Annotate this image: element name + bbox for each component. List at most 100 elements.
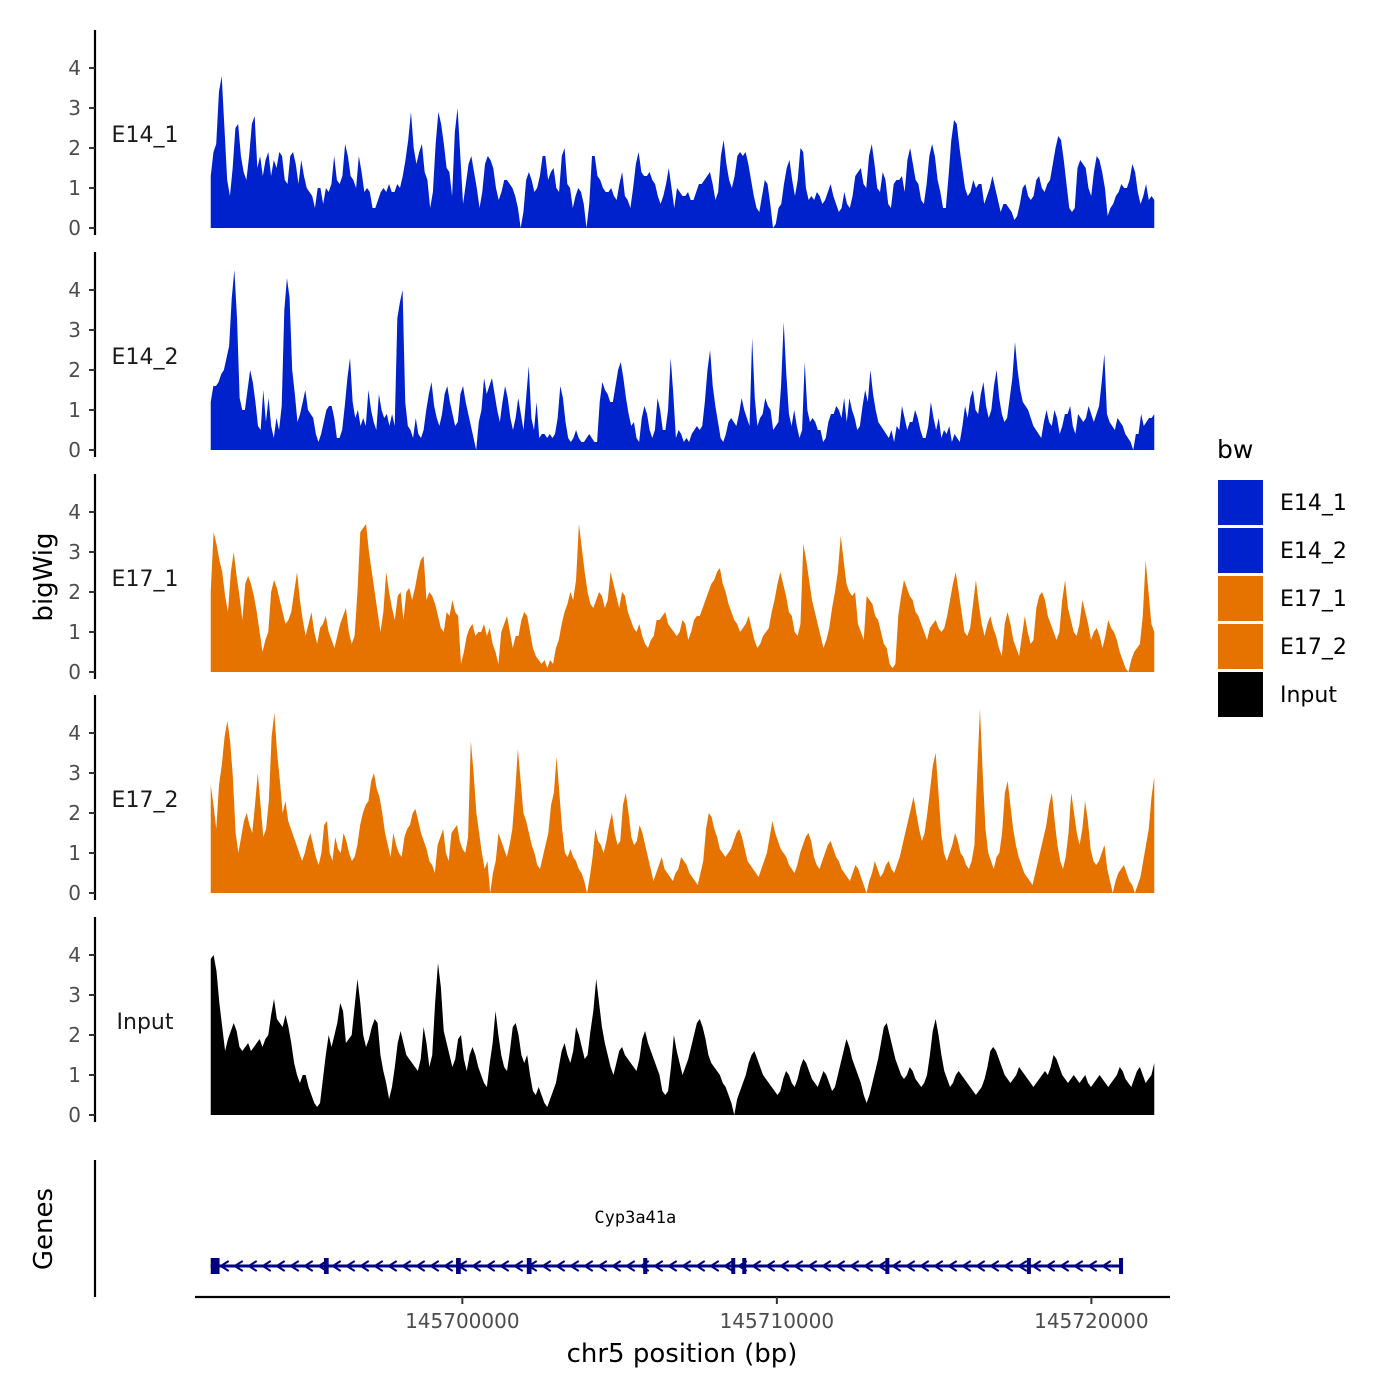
gene-panel-label: Genes bbox=[29, 1188, 59, 1270]
legend-label: E14_1 bbox=[1280, 491, 1347, 516]
exon bbox=[643, 1258, 648, 1274]
track-E14_1: 0 1 2 3 4 E14_1 bbox=[68, 30, 1155, 240]
signal-tracks: 0 1 2 3 4 E14_1 0 1 2 3 4 E14_2 0 1 2 3 4 E17_1 0 1 2 3 4 E17_2… bbox=[68, 30, 1155, 1127]
exon bbox=[1026, 1258, 1031, 1274]
strand-arrow bbox=[890, 1260, 902, 1272]
strand-arrow bbox=[764, 1260, 776, 1272]
signal-area-E14_2 bbox=[210, 270, 1155, 450]
gene-panel: Genes Cyp3a41a bbox=[29, 1160, 1124, 1297]
y-tick-label: 0 bbox=[68, 438, 81, 462]
strand-arrow bbox=[540, 1260, 552, 1272]
y-tick-label: 2 bbox=[68, 358, 81, 382]
gene-name-label: Cyp3a41a bbox=[594, 1208, 676, 1228]
strand-arrow bbox=[344, 1260, 356, 1272]
y-tick-label: 0 bbox=[68, 1103, 81, 1127]
y-tick-label: 2 bbox=[68, 580, 81, 604]
strand-arrow bbox=[848, 1260, 860, 1272]
signal-area-E17_1 bbox=[210, 524, 1155, 672]
y-tick-label: 3 bbox=[68, 96, 81, 120]
track-E17_1: 0 1 2 3 4 E17_1 bbox=[68, 474, 1155, 684]
legend-swatch bbox=[1218, 528, 1263, 573]
x-axis-title: chr5 position (bp) bbox=[567, 1339, 798, 1369]
legend-swatch bbox=[1218, 672, 1263, 717]
track-label: E14_1 bbox=[112, 123, 179, 148]
track-E14_2: 0 1 2 3 4 E14_2 bbox=[68, 252, 1155, 462]
track-E17_2: 0 1 2 3 4 E17_2 bbox=[68, 695, 1155, 905]
strand-arrow bbox=[932, 1260, 944, 1272]
exon bbox=[323, 1258, 329, 1274]
strand-arrow bbox=[442, 1260, 454, 1272]
legend-label: E14_2 bbox=[1280, 539, 1347, 564]
legend-label: E17_2 bbox=[1280, 635, 1347, 660]
strand-arrow bbox=[610, 1260, 622, 1272]
y-tick-label: 4 bbox=[68, 278, 81, 302]
strand-arrow bbox=[274, 1260, 286, 1272]
y-tick-label: 3 bbox=[68, 761, 81, 785]
strand-arrow bbox=[1072, 1260, 1084, 1272]
y-tick-label: 0 bbox=[68, 216, 81, 240]
track-label: E17_1 bbox=[112, 567, 179, 592]
exon bbox=[1119, 1258, 1124, 1274]
y-tick-label: 0 bbox=[68, 660, 81, 684]
y-tick-label: 4 bbox=[68, 943, 81, 967]
y-tick-label: 1 bbox=[68, 398, 81, 422]
signal-area-Input bbox=[210, 955, 1155, 1115]
strand-arrow bbox=[806, 1260, 818, 1272]
y-tick-label: 4 bbox=[68, 500, 81, 524]
strand-arrow bbox=[414, 1260, 426, 1272]
strand-arrow bbox=[470, 1260, 482, 1272]
strand-arrow bbox=[232, 1260, 244, 1272]
strand-arrow bbox=[876, 1260, 888, 1272]
exon bbox=[526, 1258, 532, 1274]
strand-arrow bbox=[260, 1260, 272, 1272]
y-tick-label: 1 bbox=[68, 176, 81, 200]
exon bbox=[731, 1258, 736, 1274]
legend-title: bw bbox=[1217, 435, 1253, 464]
strand-arrow bbox=[680, 1260, 692, 1272]
strand-arrow bbox=[512, 1260, 524, 1272]
signal-area-E17_2 bbox=[210, 709, 1155, 893]
strand-arrow bbox=[820, 1260, 832, 1272]
strand-arrow bbox=[834, 1260, 846, 1272]
strand-arrow bbox=[218, 1260, 230, 1272]
strand-arrow bbox=[1044, 1260, 1056, 1272]
track-label: E17_2 bbox=[112, 788, 179, 813]
strand-arrow bbox=[1100, 1260, 1112, 1272]
track-label: E14_2 bbox=[112, 345, 179, 370]
exon bbox=[885, 1258, 890, 1274]
strand-arrow bbox=[372, 1260, 384, 1272]
strand-arrow bbox=[792, 1260, 804, 1272]
strand-arrow bbox=[1058, 1260, 1070, 1272]
y-tick-label: 3 bbox=[68, 540, 81, 564]
x-tick-label: 145700000 bbox=[405, 1309, 520, 1333]
strand-arrow bbox=[1086, 1260, 1098, 1272]
y-tick-label: 4 bbox=[68, 721, 81, 745]
y-tick-label: 3 bbox=[68, 318, 81, 342]
y-tick-label: 4 bbox=[68, 56, 81, 80]
x-axis: chr5 position (bp) 145700000 145710000 145… bbox=[195, 1295, 1170, 1369]
strand-arrow bbox=[246, 1260, 258, 1272]
strand-arrow bbox=[960, 1260, 972, 1272]
strand-arrow bbox=[624, 1260, 636, 1272]
strand-arrow bbox=[358, 1260, 370, 1272]
y-tick-label: 1 bbox=[68, 620, 81, 644]
strand-arrow bbox=[498, 1260, 510, 1272]
gene-Cyp3a41a: Cyp3a41a bbox=[210, 1208, 1124, 1274]
strand-arrow bbox=[652, 1260, 664, 1272]
y-tick-label: 1 bbox=[68, 841, 81, 865]
legend-label: E17_1 bbox=[1280, 587, 1347, 612]
strand-arrow bbox=[694, 1260, 706, 1272]
strand-arrow bbox=[862, 1260, 874, 1272]
strand-arrow bbox=[974, 1260, 986, 1272]
strand-arrow bbox=[386, 1260, 398, 1272]
strand-arrow bbox=[722, 1260, 734, 1272]
strand-arrow bbox=[596, 1260, 608, 1272]
signal-area-E14_1 bbox=[210, 76, 1155, 228]
strand-arrow bbox=[778, 1260, 790, 1272]
strand-arrow bbox=[582, 1260, 594, 1272]
legend: bw E14_1 E14_2 E17_1 E17_2 Input bbox=[1217, 435, 1347, 717]
strand-arrow bbox=[568, 1260, 580, 1272]
y-tick-label: 2 bbox=[68, 801, 81, 825]
strand-arrow bbox=[708, 1260, 720, 1272]
